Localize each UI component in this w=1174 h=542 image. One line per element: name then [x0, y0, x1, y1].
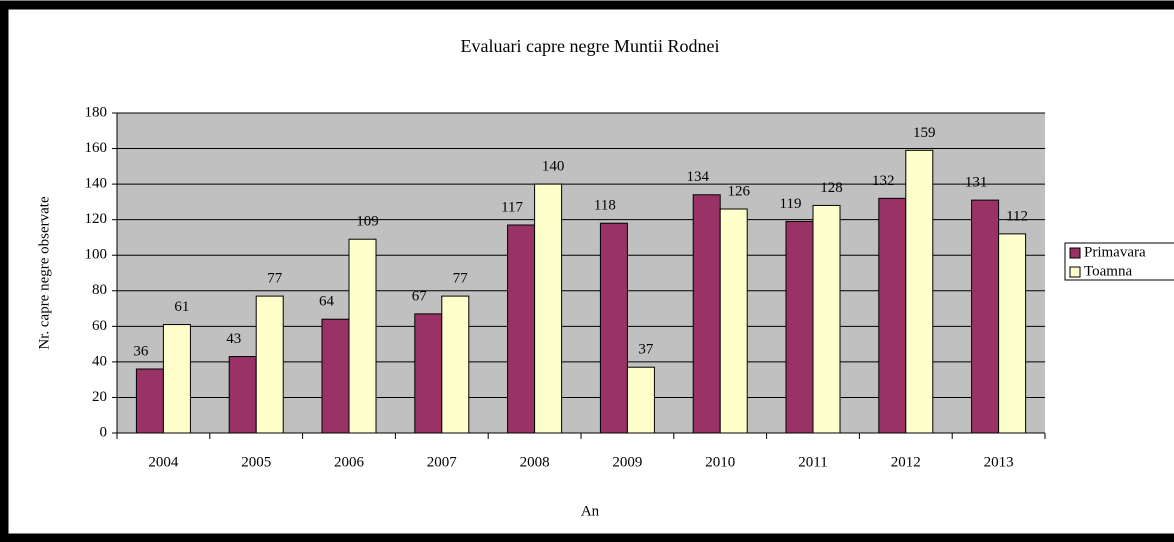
bar: [626, 366, 655, 434]
bar: [321, 318, 350, 434]
y-tick-label: 40: [92, 353, 107, 369]
x-tick-label: 2010: [705, 454, 735, 470]
value-label: 77: [267, 271, 283, 287]
x-tick-label: 2013: [984, 454, 1014, 470]
bar: [998, 233, 1027, 434]
value-label: 128: [820, 180, 843, 196]
value-label: 37: [638, 342, 654, 358]
bar: [599, 222, 628, 434]
bar: [507, 224, 536, 434]
bar: [348, 238, 377, 434]
bar: [905, 149, 934, 434]
bar: [228, 356, 257, 434]
x-axis-label: An: [581, 503, 600, 519]
bar: [719, 208, 748, 434]
bar: [441, 295, 470, 434]
value-label: 126: [727, 183, 750, 199]
value-label: 109: [356, 214, 379, 230]
value-label: 134: [686, 169, 709, 185]
bar: [692, 194, 721, 434]
value-label: 118: [594, 198, 616, 214]
chart-title: Evaluari capre negre Muntii Rodnei: [461, 36, 720, 56]
bar: [971, 199, 1000, 434]
x-tick-label: 2004: [148, 454, 179, 470]
y-tick-label: 60: [92, 318, 107, 334]
bar: [135, 368, 164, 434]
y-tick-label: 80: [92, 282, 107, 298]
x-tick-label: 2011: [798, 454, 827, 470]
y-tick-label: 180: [85, 104, 108, 120]
y-tick-label: 140: [85, 176, 108, 192]
y-tick-label: 20: [92, 389, 107, 405]
y-tick-label: 100: [85, 247, 108, 263]
bar: [534, 183, 563, 434]
bar: [255, 295, 284, 434]
value-label: 64: [319, 294, 335, 310]
legend-label: Primavara: [1084, 244, 1146, 260]
value-label: 117: [501, 199, 523, 215]
value-label: 77: [453, 271, 469, 287]
value-label: 43: [226, 331, 241, 347]
legend-swatch: [1069, 266, 1081, 278]
x-tick-label: 2008: [520, 454, 550, 470]
x-tick-label: 2005: [241, 454, 271, 470]
x-tick-label: 2007: [427, 454, 458, 470]
legend-label: Toamna: [1084, 263, 1132, 279]
x-tick-label: 2006: [334, 454, 365, 470]
value-label: 140: [542, 159, 565, 175]
legend-swatch: [1069, 247, 1081, 259]
bar: [785, 220, 814, 434]
value-label: 132: [872, 173, 895, 189]
y-tick-label: 160: [85, 140, 108, 156]
value-label: 36: [133, 343, 149, 359]
bar: [414, 313, 443, 434]
y-axis-label: Nr. capre negre observate: [36, 196, 52, 350]
y-tick-label: 120: [85, 211, 108, 227]
x-tick-label: 2009: [612, 454, 642, 470]
y-tick-label: 0: [100, 424, 108, 440]
value-label: 67: [412, 288, 428, 304]
value-label: 61: [174, 299, 189, 315]
bar: [162, 324, 191, 434]
value-label: 131: [965, 175, 988, 191]
value-label: 119: [780, 196, 802, 212]
value-label: 112: [1006, 208, 1028, 224]
x-tick-label: 2012: [891, 454, 921, 470]
bar: [812, 204, 841, 434]
legend-box: [1064, 242, 1174, 281]
value-label: 159: [913, 125, 936, 141]
bar: [878, 197, 907, 434]
